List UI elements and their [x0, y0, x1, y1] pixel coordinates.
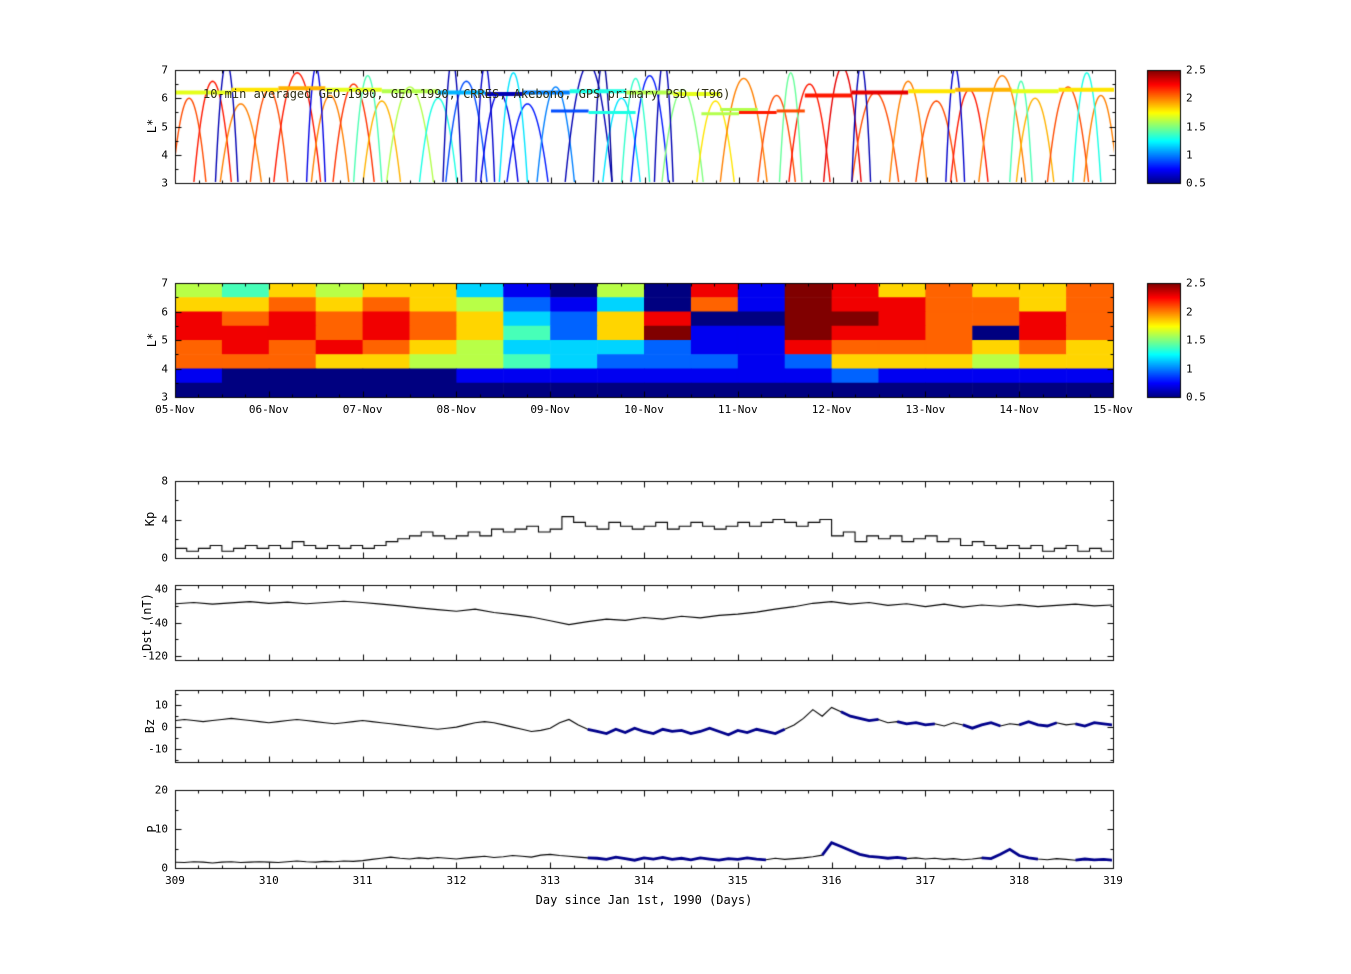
- tick-label: 11-Nov: [717, 403, 758, 416]
- tick-label: 3: [161, 176, 168, 190]
- tick-label: 20: [154, 783, 168, 797]
- tick-label: 315: [727, 874, 748, 887]
- tick-label: 314: [634, 874, 654, 887]
- tick-label: 10: [154, 698, 168, 712]
- tick-label: 10: [154, 822, 168, 836]
- tick-label: 1: [1186, 148, 1193, 162]
- tick-label: 4: [161, 513, 168, 526]
- tick-label: 1: [1186, 362, 1193, 375]
- bz-ylabel: Bz: [143, 718, 157, 734]
- tick-label: 1.5: [1186, 333, 1206, 347]
- tick-label: 4: [161, 148, 168, 162]
- tick-label: 310: [258, 874, 279, 887]
- tick-label: 05-Nov: [155, 403, 195, 416]
- tick-label: 2: [1186, 305, 1193, 318]
- tick-label: 7: [161, 63, 168, 77]
- tick-label: 08-Nov: [436, 403, 477, 416]
- tick-label: 3: [161, 390, 168, 404]
- tick-label: 14-Nov: [999, 403, 1040, 416]
- tick-label: 2.5: [1186, 276, 1206, 290]
- xaxis-label: Day since Jan 1st, 1990 (Days): [535, 893, 753, 907]
- tick-label: 7: [161, 276, 168, 290]
- tick-label: 312: [446, 874, 467, 887]
- tick-label: 317: [915, 874, 936, 887]
- tick-label: 6: [161, 305, 168, 318]
- tick-label: 319: [1103, 874, 1123, 887]
- tick-label: 0.5: [1186, 176, 1206, 190]
- tick-label: 316: [821, 874, 842, 887]
- tick-label: 309: [165, 874, 185, 887]
- panel1-ylabel: L*: [145, 118, 159, 134]
- tick-label: 40: [154, 582, 168, 596]
- tick-label: 13-Nov: [905, 403, 946, 416]
- tick-label: 12-Nov: [811, 403, 852, 416]
- tick-label: 4: [161, 362, 168, 375]
- tick-label: 1.5: [1186, 120, 1206, 133]
- tick-label: 0: [161, 720, 168, 734]
- tick-label: 10-Nov: [624, 403, 664, 416]
- panel1-title: 10-min averaged GEO-1990, GEO-1990, CRRE…: [203, 87, 731, 101]
- tick-label: 0: [161, 861, 168, 875]
- tick-label: 8: [161, 474, 168, 488]
- tick-label: 0: [161, 551, 168, 565]
- kp-ylabel: Kp: [143, 511, 157, 527]
- tick-label: 311: [352, 874, 373, 887]
- tick-label: 2: [1186, 91, 1193, 105]
- tick-label: 6: [161, 91, 168, 105]
- tick-label: 318: [1009, 874, 1030, 887]
- tick-label: 09-Nov: [530, 403, 571, 416]
- tick-label: 2.5: [1186, 63, 1206, 77]
- tick-label: 15-Nov: [1093, 403, 1133, 416]
- tick-label: 06-Nov: [248, 403, 289, 416]
- panel2-ylabel: L*: [145, 332, 159, 348]
- tick-label: 07-Nov: [342, 403, 383, 416]
- tick-label: 5: [161, 333, 168, 347]
- tick-label: 313: [540, 874, 561, 887]
- tick-label: 5: [161, 120, 168, 133]
- tick-label: -40: [148, 616, 168, 629]
- tick-label: -120: [141, 649, 169, 663]
- tick-label: 0.5: [1186, 390, 1206, 404]
- tick-label: -10: [148, 742, 168, 756]
